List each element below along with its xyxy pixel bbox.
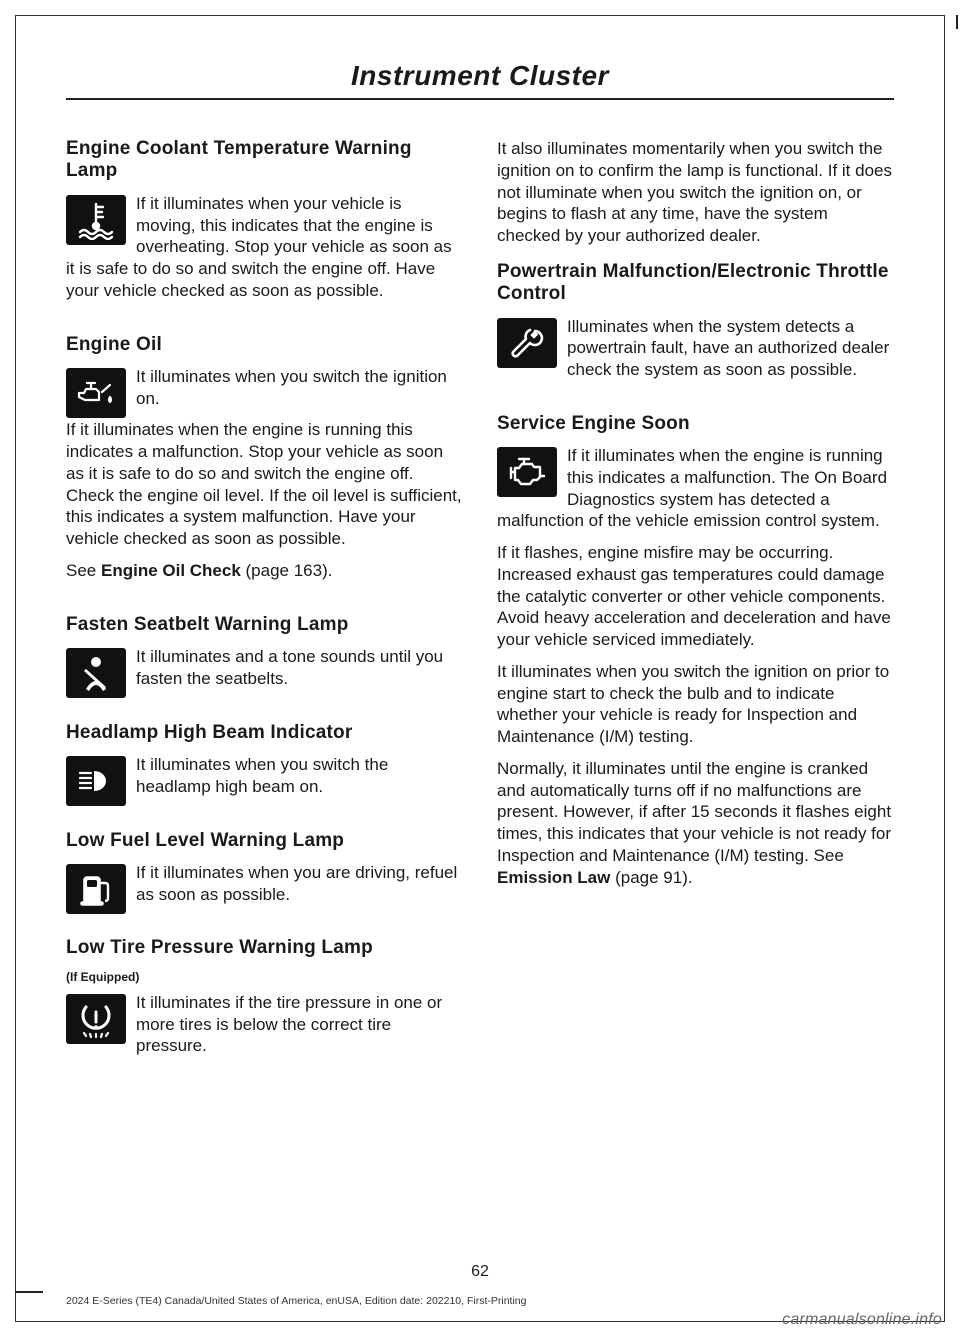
watermark: carmanualsonline.info [782, 1311, 942, 1329]
heading: Engine Coolant Temperature Warning Lamp [66, 138, 463, 183]
title-rule [66, 98, 894, 100]
body-text: Normally, it illuminates until the engin… [497, 758, 894, 889]
section-engine-oil: Engine Oil It illuminates when you switc… [66, 334, 463, 592]
content-columns: Engine Coolant Temperature Warning Lamp [66, 138, 894, 1089]
page-frame: Instrument Cluster Engine Coolant Temper… [15, 15, 945, 1322]
heading: Low Tire Pressure Warning Lamp [66, 937, 463, 959]
fuel-pump-icon [66, 864, 126, 914]
heading: Fasten Seatbelt Warning Lamp [66, 614, 463, 636]
heading: Headlamp High Beam Indicator [66, 722, 463, 744]
heading: Service Engine Soon [497, 413, 894, 435]
section-service-engine: Service Engine Soon If it illuminate [497, 413, 894, 899]
see-reference: See Engine Oil Check (page 163). [66, 560, 463, 582]
section-seatbelt: Fasten Seatbelt Warning Lamp It illumina… [66, 614, 463, 700]
ref-bold: Emission Law [497, 868, 610, 887]
if-equipped-note: (If Equipped) [66, 970, 463, 984]
section-tire-pressure: Low Tire Pressure Warning Lamp (If Equip… [66, 937, 463, 1067]
text: Normally, it illuminates until the engin… [497, 759, 891, 865]
coolant-temp-icon [66, 195, 126, 245]
tpms-icon [66, 994, 126, 1044]
high-beam-icon [66, 756, 126, 806]
ref-bold: Engine Oil Check [101, 561, 241, 580]
check-engine-icon [497, 447, 557, 497]
text: See [66, 561, 101, 580]
heading: Engine Oil [66, 334, 463, 356]
crop-mark [956, 15, 958, 29]
heading: Powertrain Malfunction/Electronic Thrott… [497, 261, 894, 306]
body-text: If it illuminates when the engine is run… [66, 419, 463, 550]
oil-can-icon [66, 368, 126, 418]
crop-mark [15, 1291, 43, 1293]
body-text: It illuminates when you switch the ignit… [497, 661, 894, 748]
section-coolant: Engine Coolant Temperature Warning Lamp [66, 138, 463, 312]
body-text: If it flashes, engine misfire may be occ… [497, 542, 894, 651]
left-column: Engine Coolant Temperature Warning Lamp [66, 138, 463, 1089]
seatbelt-icon [66, 648, 126, 698]
section-highbeam: Headlamp High Beam Indicator It illumina… [66, 722, 463, 808]
right-column: It also illuminates momentarily when you… [497, 138, 894, 1089]
section-powertrain: Powertrain Malfunction/Electronic Thrott… [497, 261, 894, 391]
page-number: 62 [16, 1263, 944, 1281]
section-low-fuel: Low Fuel Level Warning Lamp If it illumi… [66, 830, 463, 916]
continuation-text: It also illuminates momentarily when you… [497, 138, 894, 247]
text: (page 91). [610, 868, 692, 887]
heading: Low Fuel Level Warning Lamp [66, 830, 463, 852]
footer-line: 2024 E-Series (TE4) Canada/United States… [66, 1295, 527, 1307]
chapter-title: Instrument Cluster [66, 60, 894, 92]
wrench-icon [497, 318, 557, 368]
text: (page 163). [241, 561, 333, 580]
